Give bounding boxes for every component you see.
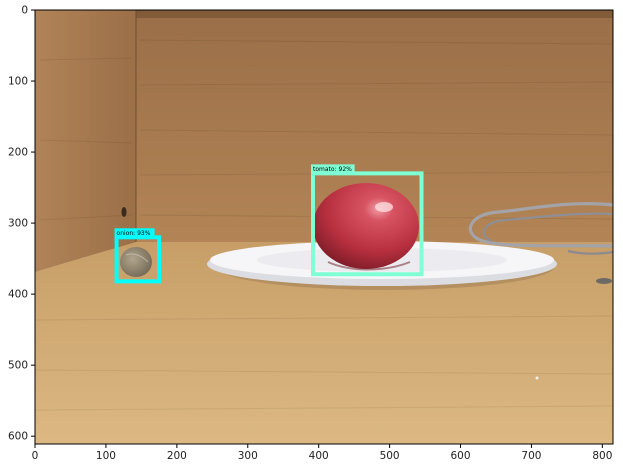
side-wall: [35, 10, 136, 272]
onion: [120, 247, 152, 277]
y-tick-label: 300: [8, 218, 28, 230]
x-tick-label: 100: [96, 450, 116, 462]
detection-box: [114, 235, 162, 284]
shelf-shadow: [35, 10, 613, 18]
y-tick-label: 200: [8, 147, 28, 159]
y-tick-label: 500: [8, 360, 28, 372]
detection-label-bg: [114, 228, 155, 237]
wall-hook: [121, 207, 127, 217]
detections: onion: 93% tomato: 92%: [114, 164, 424, 284]
y-tick-label: 400: [8, 289, 28, 301]
table-surface: [35, 242, 613, 444]
tomato: [313, 183, 419, 269]
x-tick-label: 700: [521, 450, 541, 462]
x-tick-label: 500: [380, 450, 400, 462]
y-tick-label: 600: [8, 431, 28, 443]
x-tick-label: 800: [592, 450, 612, 462]
y-tick-label: 100: [8, 76, 28, 88]
cable: [468, 202, 613, 248]
detection-label-bg: [311, 164, 355, 173]
x-tick-label: 0: [32, 450, 39, 462]
x-tick-label: 600: [450, 450, 470, 462]
wood-grain: [39, 39, 613, 221]
detection-box: [311, 171, 424, 277]
x-tick-label: 400: [309, 450, 329, 462]
y-tick-label: 0: [21, 5, 28, 17]
detection-label: onion: 93%: [117, 230, 151, 237]
detection-label: tomato: 92%: [313, 166, 352, 173]
small-object: [596, 278, 612, 284]
photo: [35, 10, 613, 444]
x-tick-label: 200: [167, 450, 187, 462]
y-axis: 0 100 200 300 400 500 600: [8, 5, 35, 443]
x-tick-label: 300: [238, 450, 258, 462]
x-axis: 0 100 200 300 400 500 600 700 800: [32, 444, 612, 462]
axes-frame: [34, 9, 614, 445]
